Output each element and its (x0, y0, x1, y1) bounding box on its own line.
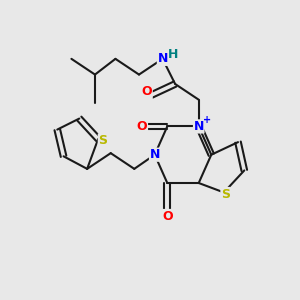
Text: N: N (149, 148, 160, 161)
Text: N: N (158, 52, 168, 65)
Text: O: O (142, 85, 152, 98)
Text: O: O (137, 120, 148, 133)
Text: S: S (221, 188, 230, 200)
Text: H: H (167, 48, 178, 61)
Text: O: O (162, 209, 172, 223)
Text: +: + (203, 115, 211, 124)
Text: S: S (98, 134, 107, 147)
Text: N: N (194, 120, 204, 133)
